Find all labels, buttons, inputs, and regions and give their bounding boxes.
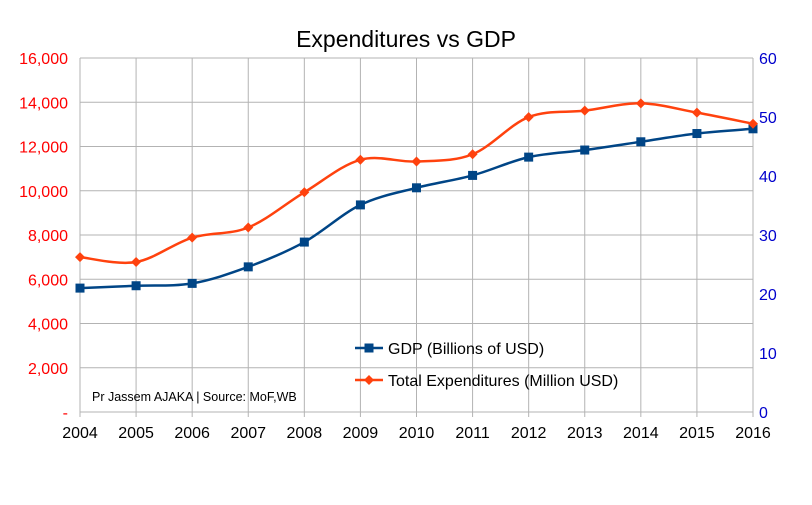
left-axis-tick-label: 8,000: [28, 228, 68, 245]
data-point: [692, 129, 702, 139]
x-axis-tick-label: 2006: [174, 425, 210, 442]
data-point: [691, 107, 702, 118]
legend-marker: [364, 343, 374, 353]
series-1: [75, 124, 758, 293]
right-axis-tick-label: 20: [759, 287, 777, 304]
left-axis-tick-label: 14,000: [19, 95, 68, 112]
series-layer: [75, 98, 758, 293]
data-point: [579, 105, 590, 116]
data-point: [187, 232, 198, 243]
x-axis-tick-label: 2012: [511, 425, 547, 442]
legend-entry: GDP (Billions of USD): [355, 341, 544, 358]
data-point: [635, 98, 646, 109]
left-axis-tick-label: 2,000: [28, 361, 68, 378]
data-point: [131, 281, 141, 291]
legend-entry: Total Expenditures (Million USD): [355, 373, 618, 390]
axes: [79, 411, 754, 417]
data-point: [524, 152, 534, 162]
data-point: [131, 256, 142, 267]
legend-label: GDP (Billions of USD): [388, 341, 544, 358]
right-axis-tick-label: 40: [759, 169, 777, 186]
x-axis-tick-label: 2013: [567, 425, 603, 442]
data-point: [412, 183, 421, 193]
x-axis-tick-label: 2011: [455, 425, 490, 442]
x-axis-tick-label: 2007: [230, 425, 266, 442]
x-axis-tick-label: 2010: [399, 425, 435, 442]
x-axis-tick-label: 2016: [735, 425, 771, 442]
right-axis-tick-label: 50: [759, 110, 777, 127]
x-axis-tick-label: 2005: [118, 425, 154, 442]
x-axis-tick-label: 2009: [343, 425, 379, 442]
left-axis-tick-label: 10,000: [19, 184, 68, 201]
data-point: [355, 200, 365, 210]
x-axis-tick-label: 2014: [623, 425, 659, 442]
data-point: [187, 278, 197, 288]
left-axis-tick-labels: - 2,000 4,000 6,000 8,000 10,000 12,000 14,000 1…: [19, 51, 68, 422]
data-point: [299, 237, 309, 247]
legend-marker: [364, 375, 374, 385]
data-point: [75, 252, 85, 263]
data-point: [580, 145, 590, 155]
data-point: [748, 118, 758, 129]
data-point: [748, 124, 758, 134]
legend-label: Total Expenditures (Million USD): [388, 373, 618, 390]
data-point: [636, 137, 646, 147]
x-axis-tick-labels: 2004 2005 2006 2007 2008 2009 2010 2011 2012 2013…: [62, 425, 771, 442]
left-axis-tick-label: 6,000: [28, 272, 68, 289]
x-axis-tick-label: 2008: [287, 425, 323, 442]
left-axis-tick-label: 12,000: [19, 140, 68, 157]
right-axis-tick-label: 30: [759, 228, 777, 245]
right-axis-tick-label: 60: [759, 51, 777, 68]
data-point: [411, 156, 422, 167]
chart-title: Expenditures vs GDP: [296, 26, 516, 52]
x-axis-tick-label: 2004: [62, 425, 98, 442]
right-axis-tick-labels: 0 10 20 30 40 50 60: [759, 51, 777, 422]
legend: GDP (Billions of USD) Total Expenditures …: [355, 341, 618, 390]
left-axis-tick-label: 16,000: [19, 51, 68, 68]
left-axis-tick-label: 4,000: [28, 317, 68, 334]
left-axis-tick-label: -: [63, 405, 68, 422]
right-axis-tick-label: 10: [759, 346, 777, 363]
data-point: [243, 222, 254, 233]
data-point: [243, 262, 253, 272]
data-point: [355, 154, 366, 165]
series-2: [75, 98, 758, 267]
x-axis-tick-label: 2015: [679, 425, 715, 442]
data-point: [467, 149, 478, 160]
right-axis-tick-label: 0: [759, 405, 768, 422]
data-point: [468, 170, 478, 180]
source-annotation: Pr Jassem AJAKA | Source: MoF,WB: [92, 390, 297, 404]
data-point: [75, 283, 85, 293]
gridlines: [79, 57, 754, 413]
data-point: [299, 187, 310, 198]
data-point: [523, 112, 534, 123]
